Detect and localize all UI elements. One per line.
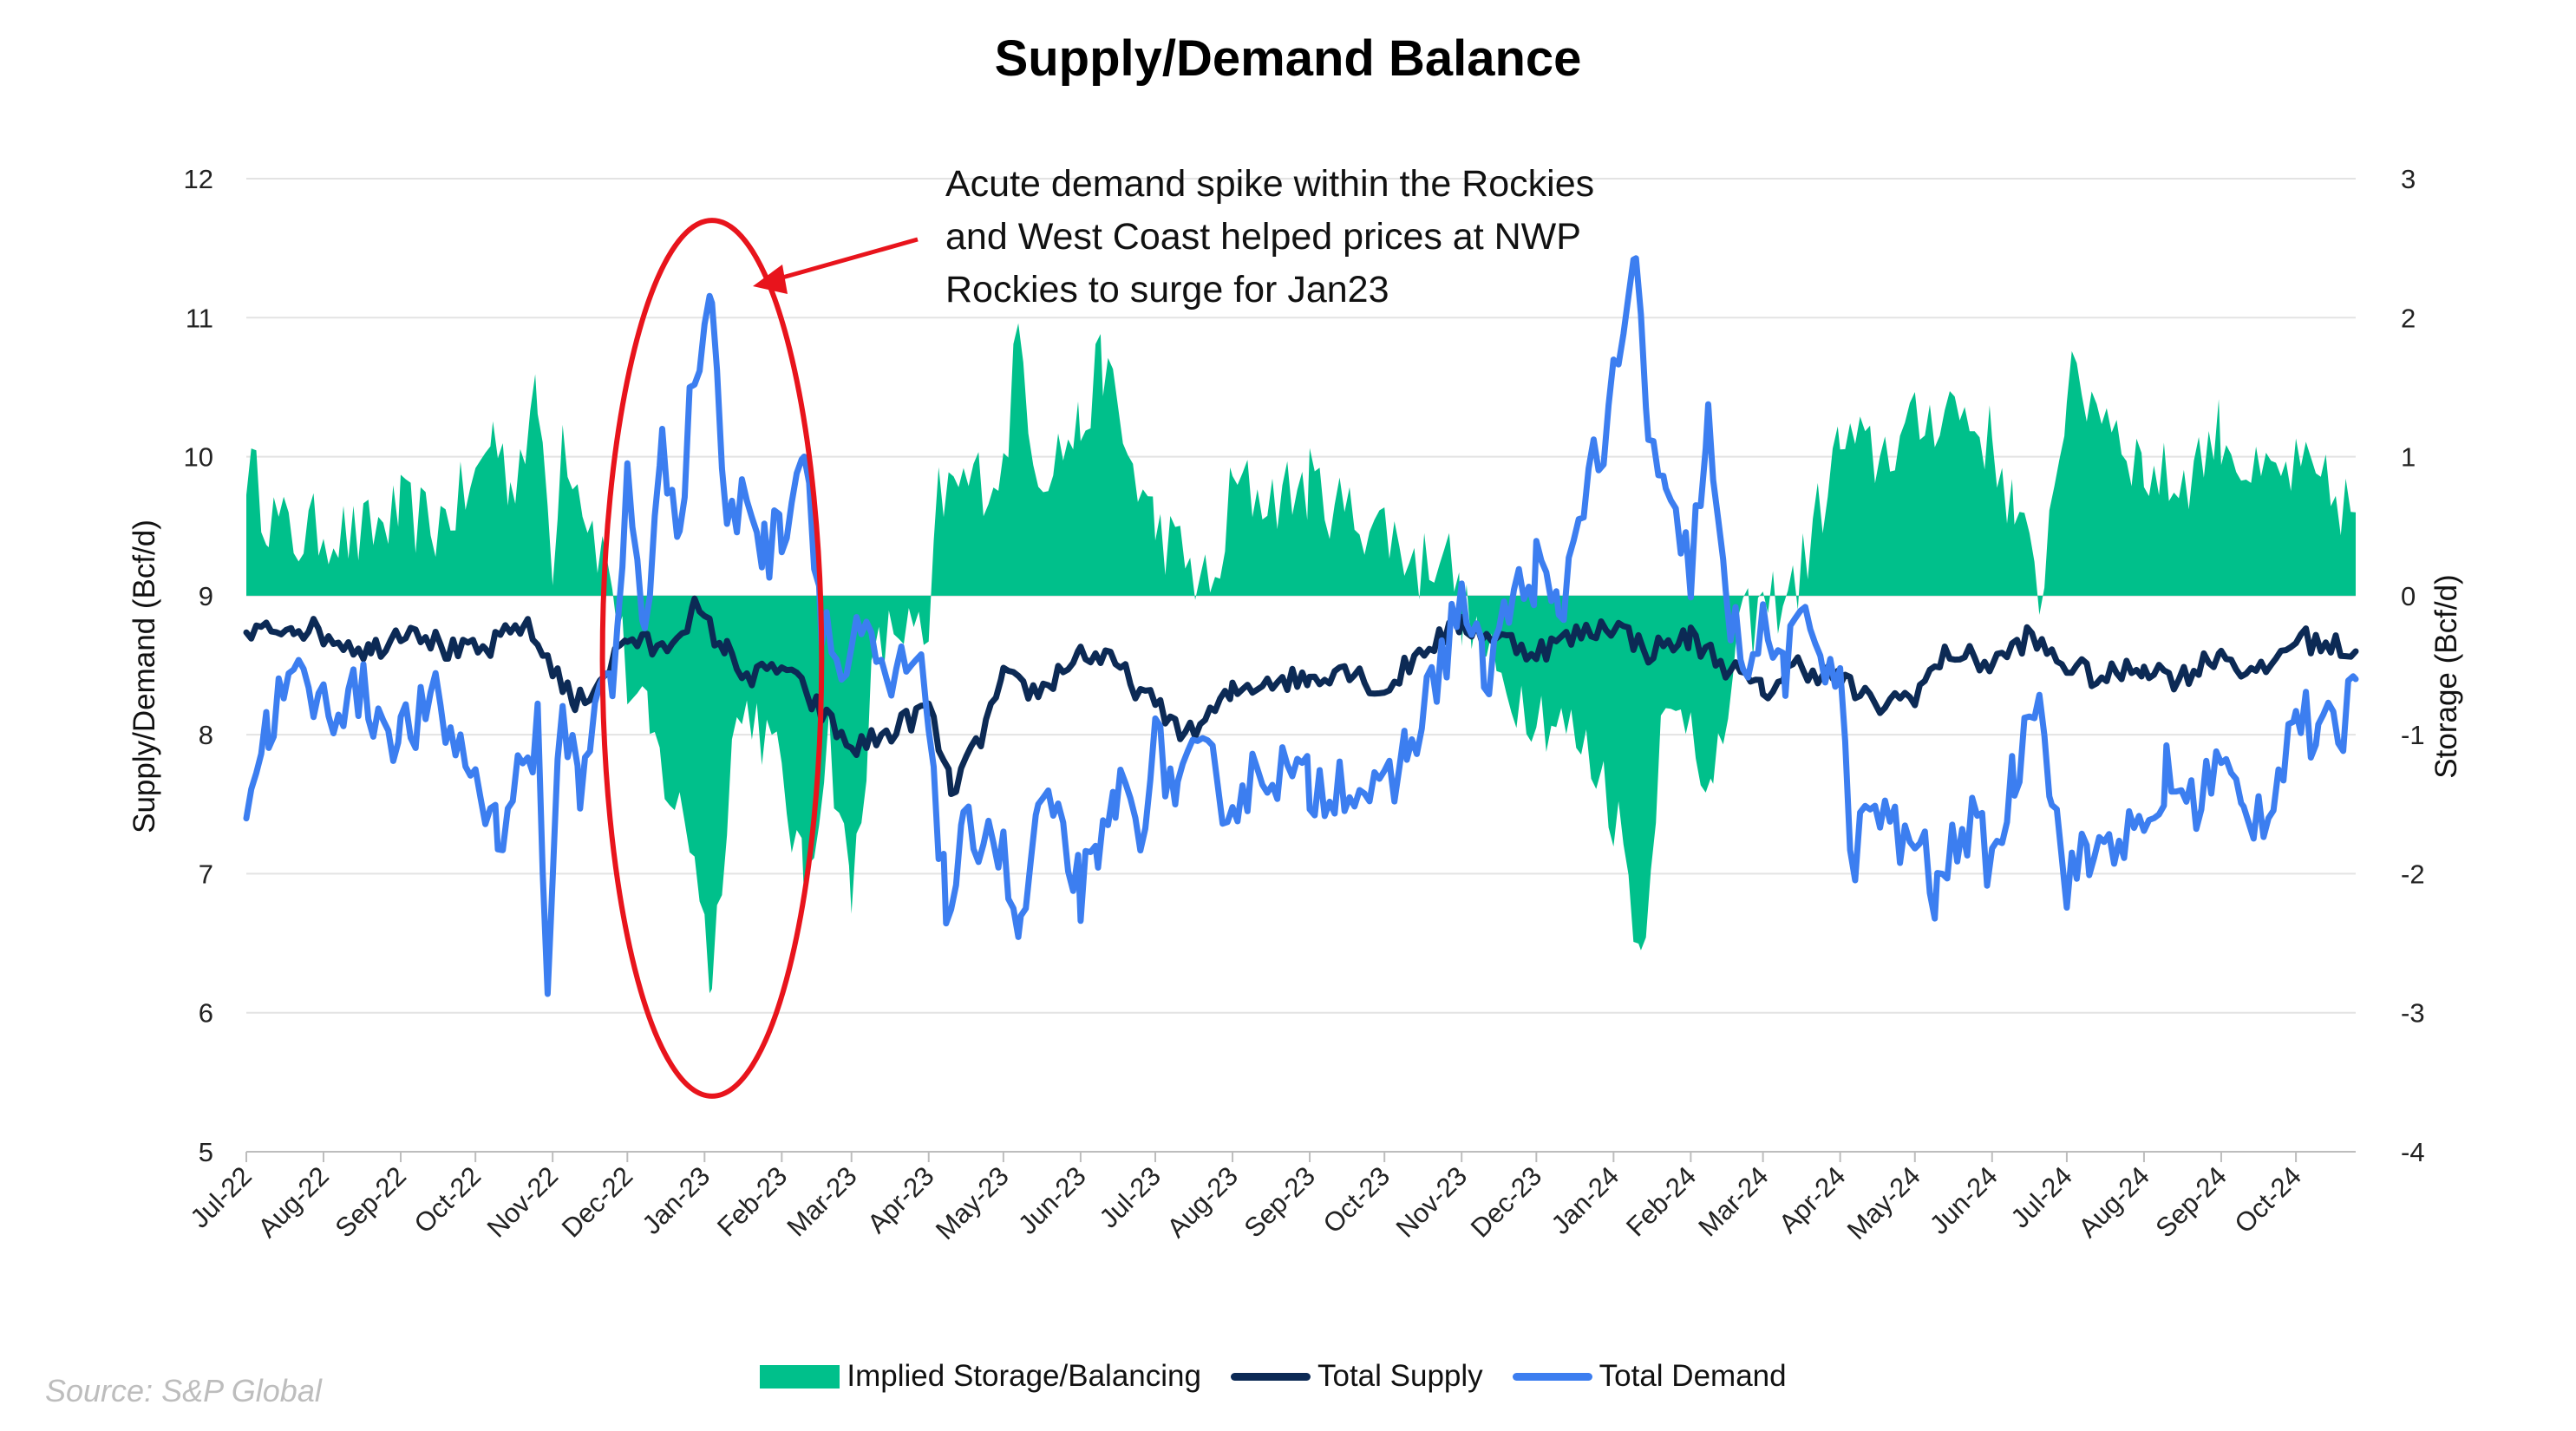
x-tick-label: Dec-22	[556, 1160, 638, 1243]
demand-line	[243, 255, 2359, 997]
chart-title: Supply/Demand Balance	[994, 30, 1582, 87]
x-tick-label: Mar-24	[1692, 1160, 1774, 1242]
x-tick-label: Oct-23	[1317, 1160, 1396, 1239]
line-layer	[243, 255, 2359, 997]
legend-label-supply: Total Supply	[1317, 1359, 1483, 1393]
left-tick-label: 6	[199, 998, 213, 1029]
right-tick-label: -1	[2401, 720, 2425, 750]
left-tick-label: 11	[186, 303, 213, 333]
x-tick-label: Sep-23	[1239, 1160, 1321, 1243]
annotation-text: Acute demand spike within the Rockies an…	[945, 163, 1595, 310]
right-axis-ticks: -4 -3 -2 -1 0 1 2 3	[2401, 164, 2425, 1167]
x-tick-label: May-24	[1841, 1160, 1926, 1245]
x-tick-label: Jun-24	[1924, 1160, 2004, 1240]
x-tick-label: Feb-24	[1620, 1160, 1702, 1242]
left-tick-label: 12	[184, 164, 213, 194]
left-axis-ticks: 5 6 7 8 9 10 11 12	[184, 164, 213, 1167]
x-tick-label: Oct-24	[2229, 1160, 2308, 1239]
legend-label-demand: Total Demand	[1599, 1359, 1787, 1393]
y-axis-label-right: Storage (Bcf/d)	[2429, 574, 2463, 778]
annotation-arrow-shaft	[775, 237, 919, 282]
highlight-ellipse	[599, 218, 825, 1099]
storage-area-layer	[246, 323, 2356, 994]
left-tick-label: 8	[199, 720, 213, 750]
legend-swatch-supply	[1230, 1372, 1311, 1381]
annotation-arrow-head	[753, 265, 788, 294]
x-tick-label: Aug-24	[2072, 1160, 2154, 1243]
x-tick-label: Aug-22	[252, 1160, 335, 1243]
x-tick-label: Feb-23	[711, 1160, 793, 1242]
x-tick-label: Mar-23	[781, 1160, 862, 1242]
x-tick-label: Apr-23	[861, 1160, 940, 1239]
legend-swatch-demand	[1512, 1372, 1592, 1381]
x-tick-label: Sep-24	[2149, 1160, 2232, 1243]
x-tick-label: Aug-23	[1161, 1160, 1244, 1243]
legend-item-demand: Total Demand	[1512, 1359, 1787, 1394]
x-tick-label: Jun-23	[1012, 1160, 1092, 1240]
legend-swatch-storage	[760, 1364, 840, 1389]
x-tick-label: Nov-23	[1390, 1160, 1473, 1243]
left-tick-label: 5	[199, 1137, 213, 1167]
x-tick-label: May-23	[930, 1160, 1015, 1245]
x-tick-label: Jul-24	[2004, 1160, 2077, 1233]
left-tick-label: 9	[199, 581, 213, 611]
x-tick-label: Jul-22	[184, 1160, 257, 1233]
x-tick-label: Oct-22	[409, 1160, 487, 1239]
x-tick-label: Jul-23	[1094, 1160, 1167, 1233]
right-tick-label: 0	[2401, 581, 2416, 611]
x-tick-label: Nov-22	[481, 1160, 564, 1243]
right-tick-label: 2	[2401, 303, 2416, 333]
annotation-layer	[599, 218, 919, 1099]
x-axis: Jul-22Aug-22Sep-22Oct-22Nov-22Dec-22Jan-…	[184, 1151, 2356, 1245]
right-tick-label: 1	[2401, 442, 2416, 473]
left-tick-label: 10	[184, 442, 213, 473]
left-tick-label: 7	[199, 859, 213, 889]
right-tick-label: -3	[2401, 998, 2425, 1029]
x-tick-label: Dec-23	[1465, 1160, 1547, 1243]
legend-item-supply: Total Supply	[1230, 1359, 1483, 1394]
storage-area	[246, 323, 2356, 994]
x-tick-label: Jan-24	[1546, 1160, 1625, 1240]
legend-item-storage: Implied Storage/Balancing	[760, 1359, 1201, 1394]
supply-line	[243, 595, 2359, 797]
legend-label-storage: Implied Storage/Balancing	[847, 1359, 1201, 1393]
right-tick-label: -4	[2401, 1137, 2425, 1167]
x-tick-label: Jan-23	[636, 1160, 716, 1240]
right-tick-label: -2	[2401, 859, 2425, 889]
y-axis-label-left: Supply/Demand (Bcf/d)	[127, 519, 161, 833]
right-tick-label: 3	[2401, 164, 2416, 194]
x-tick-label: Apr-24	[1773, 1160, 1852, 1239]
x-tick-label: Sep-22	[330, 1160, 412, 1243]
source-note: Source: S&P Global	[45, 1373, 322, 1408]
legend: Implied Storage/Balancing Total Supply T…	[0, 1359, 2576, 1394]
